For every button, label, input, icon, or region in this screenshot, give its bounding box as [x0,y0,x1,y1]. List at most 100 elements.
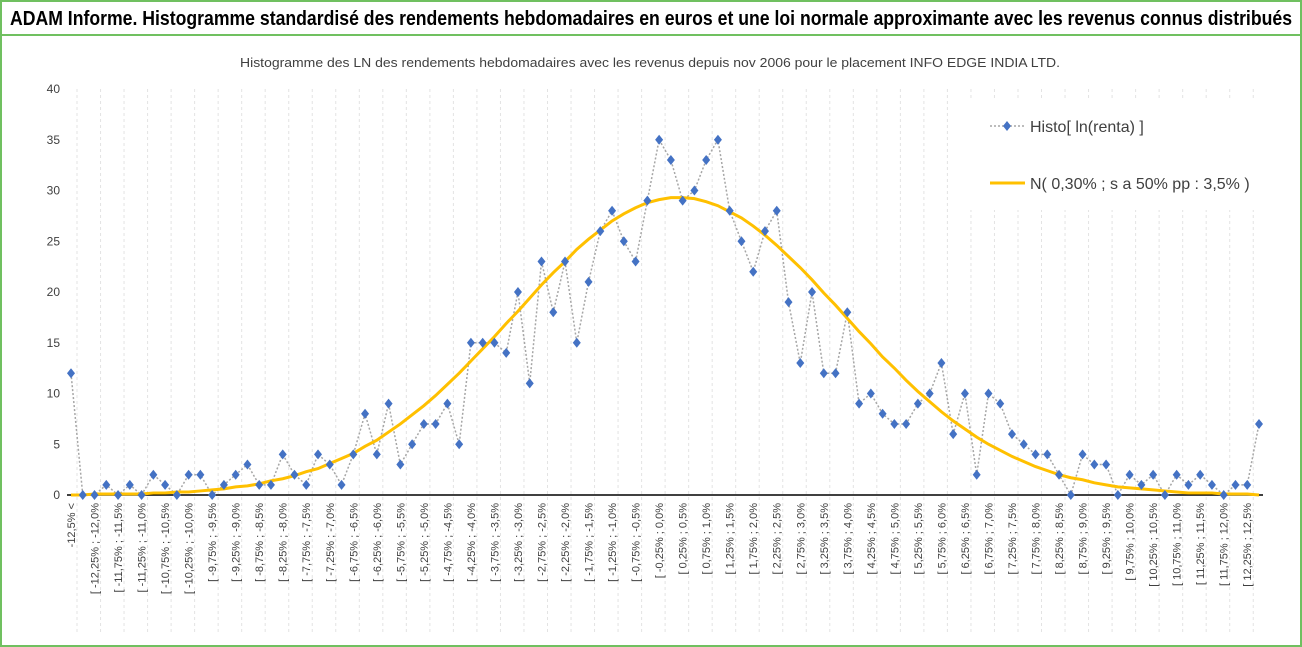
x-tick-label: [ -7,25% ; -7,0% [325,503,337,582]
histogram-marker [219,479,228,490]
x-tick-label: [ 8,75% ; 9,0% [1078,503,1090,575]
histogram-marker [925,388,934,399]
histogram-marker [760,226,769,237]
legend-symbol [1003,121,1011,131]
x-tick-label: [ -1,25% ; -1,0% [607,503,619,582]
histogram-marker [408,439,417,450]
histogram-marker [490,337,499,348]
x-tick-label: [ 3,75% ; 4,0% [842,503,854,575]
histogram-marker [266,479,275,490]
y-tick-label: 40 [47,82,61,96]
histogram-marker [631,256,640,267]
legend-label: N( 0,30% ; s a 50% pp : 3,5% ) [1030,176,1250,193]
x-tick-label: [ -11,75% ; -11,5% [113,503,125,593]
histogram-marker [996,398,1005,409]
histogram-marker [608,205,617,216]
histogram-marker [196,469,205,480]
histogram-marker [1160,490,1169,500]
x-tick-label: [ 1,75% ; 2,0% [748,503,760,575]
histogram-marker [713,134,722,145]
x-tick-label: [ -7,75% ; -7,5% [301,503,313,582]
x-tick-label: [ 4,75% ; 5,0% [889,503,901,575]
histogram-marker [125,479,134,490]
histogram-marker [772,205,781,216]
x-tick-label: [ -3,25% ; -3,0% [513,503,525,582]
histogram-marker [584,276,593,287]
histogram-marker [749,266,758,277]
histogram-marker [1231,479,1240,490]
histogram-marker [1031,449,1040,460]
x-tick-label: [ 3,25% ; 3,5% [819,503,831,575]
x-tick-label: [ -2,75% ; -2,5% [536,503,548,582]
histogram-marker [572,337,581,348]
histogram-marker [972,469,981,480]
x-tick-label: [ 9,25% ; 9,5% [1101,503,1113,575]
histogram-marker [325,459,334,470]
histogram-marker [1207,479,1216,490]
histogram-marker [1113,490,1122,500]
histogram-marker [1184,479,1193,490]
x-tick-label: [ -8,25% ; -8,0% [278,503,290,582]
histogram-marker [984,388,993,399]
histogram-marker [149,469,158,480]
histogram-marker [1219,490,1228,500]
histogram-marker [90,490,99,500]
histogram-marker [549,307,558,318]
histogram-marker [161,479,170,490]
histogram-marker [114,490,123,500]
x-tick-label: [ 10,25% ; 10,5% [1148,503,1160,587]
x-tick-label: [ 6,75% ; 7,0% [983,503,995,575]
x-tick-label: [ -9,75% ; -9,5% [207,503,219,582]
histogram-marker [396,459,405,470]
x-tick-label: [ -4,25% ; -4,0% [466,503,478,582]
y-tick-label: 30 [47,184,61,198]
histogram-marker [384,398,393,409]
y-tick-label: 10 [47,387,61,401]
x-tick-label: [ 11,75% ; 12,0% [1219,503,1231,586]
histogram-marker [678,195,687,206]
x-tick-label: [ 5,75% ; 6,0% [936,503,948,575]
histogram-marker [666,155,675,166]
x-tick-label: [ 2,25% ; 2,5% [772,503,784,575]
histogram-marker [208,490,217,500]
histogram-marker [725,205,734,216]
histogram-marker [67,368,75,379]
histogram-marker [172,490,181,500]
histogram-marker [1243,479,1252,490]
histogram-marker [890,418,899,429]
histogram-marker [337,479,346,490]
histogram-marker [1149,469,1158,480]
x-tick-label: [ -12,25% ; -12,0% [90,503,102,594]
histogram-marker [949,429,958,440]
x-tick-label: [ 2,75% ; 3,0% [795,503,807,575]
x-tick-label: [ 12,25% ; 12,5% [1242,503,1254,587]
histogram-marker [619,236,628,247]
histogram-marker [843,307,852,318]
histogram-marker [290,469,299,480]
histogram-marker [231,469,240,480]
histogram-marker [902,418,911,429]
y-tick-label: 0 [53,488,60,502]
histogram-marker [1102,459,1111,470]
x-tick-label: [ 8,25% ; 8,5% [1054,503,1066,575]
histogram-marker [455,439,464,450]
histogram-marker [419,418,428,429]
x-tick-label: [ 1,25% ; 1,5% [725,503,737,575]
y-tick-label: 25 [47,234,61,248]
x-tick-label: [ 5,25% ; 5,5% [913,503,925,575]
histogram-marker [866,388,875,399]
histogram-marker [690,185,699,196]
x-tick-label: [ -6,75% ; -6,5% [348,503,360,582]
histogram-marker [1019,439,1028,450]
histogram-marker [1078,449,1087,460]
x-tick-label: [ -0,75% ; -0,5% [631,503,643,582]
histogram-marker [960,388,969,399]
histogram-marker [1137,479,1146,490]
x-tick-label: [ 7,25% ; 7,5% [1007,503,1019,575]
histogram-marker [431,418,440,429]
chart-title: Histogramme des LN des rendements hebdom… [240,55,1060,70]
histogram-marker [737,236,746,247]
histogram-marker [184,469,193,480]
histogram-marker [278,449,287,460]
